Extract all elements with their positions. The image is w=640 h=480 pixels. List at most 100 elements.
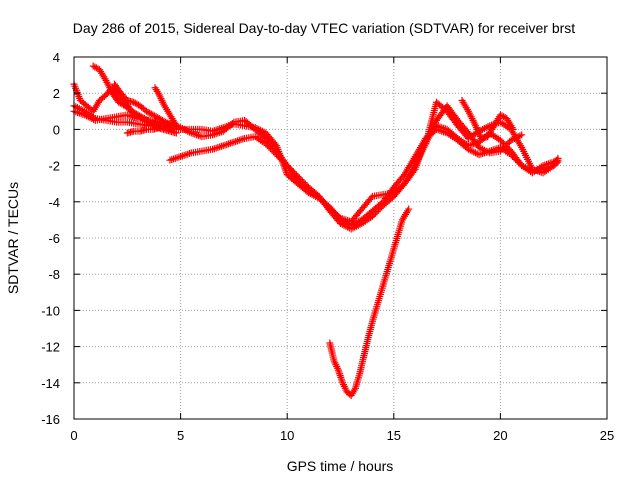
data-point <box>214 144 222 151</box>
y-tick-label: -8 <box>48 267 60 282</box>
y-tick-label: -10 <box>41 303 60 318</box>
data-point <box>269 148 277 156</box>
data-point <box>507 151 515 159</box>
data-point <box>510 154 518 162</box>
x-tick-labels: 0 5 10 15 20 25 <box>70 428 614 443</box>
chart-title: Day 286 of 2015, Sidereal Day-to-day VTE… <box>73 20 575 36</box>
data-point <box>155 124 163 132</box>
data-point <box>504 139 512 147</box>
data-point <box>498 146 506 154</box>
x-tick-label: 10 <box>280 428 294 443</box>
data-point <box>228 119 236 127</box>
series-8 <box>123 124 163 137</box>
data-point <box>509 125 517 133</box>
data-point <box>499 144 507 152</box>
y-tick-label: -6 <box>48 231 60 246</box>
data-point <box>274 152 282 160</box>
data-points <box>70 62 562 399</box>
data-point <box>182 151 190 159</box>
y-tick-labels: 4 2 0 -2 -4 -6 -8 -10 -12 -14 -16 <box>41 50 60 427</box>
data-point <box>166 121 174 129</box>
data-point <box>501 142 509 150</box>
data-point <box>180 151 188 159</box>
series-6 <box>111 80 176 130</box>
data-point <box>279 157 287 165</box>
data-point <box>228 139 236 147</box>
series-7 <box>151 84 180 130</box>
y-axis-label: SDTVAR / TECUs <box>5 182 21 294</box>
data-point <box>171 154 179 162</box>
data-point <box>225 140 233 148</box>
x-tick-label: 15 <box>387 428 401 443</box>
data-point <box>515 158 523 166</box>
data-point <box>118 100 126 108</box>
data-point <box>168 156 176 164</box>
data-point <box>232 137 240 145</box>
y-tick-label: 4 <box>53 50 60 65</box>
data-point <box>169 155 177 163</box>
data-point <box>219 142 227 150</box>
data-point <box>173 154 181 162</box>
data-point <box>518 131 526 139</box>
data-point <box>317 196 325 204</box>
data-point <box>166 156 174 164</box>
data-point <box>273 151 281 159</box>
series-3 <box>166 125 562 226</box>
data-point <box>336 372 344 380</box>
data-point <box>268 146 276 154</box>
data-point <box>323 202 331 210</box>
y-tick-label: -14 <box>41 376 60 391</box>
tick-marks <box>73 56 608 420</box>
x-tick-label: 25 <box>600 428 614 443</box>
data-point <box>502 141 510 149</box>
data-point <box>318 197 326 205</box>
data-point <box>193 131 201 139</box>
data-point <box>212 144 220 152</box>
data-point <box>553 159 561 167</box>
data-point <box>554 158 562 166</box>
data-point <box>315 194 323 202</box>
data-point <box>375 206 383 214</box>
data-point <box>498 138 506 146</box>
data-point <box>376 205 384 213</box>
data-point <box>373 208 381 216</box>
data-point <box>277 155 285 163</box>
data-point <box>410 167 418 175</box>
x-tick-label: 0 <box>70 428 77 443</box>
data-point <box>265 143 273 151</box>
y-tick-label: 0 <box>53 122 60 137</box>
data-point <box>175 153 183 161</box>
y-tick-label: -12 <box>41 340 60 355</box>
data-point <box>184 150 192 158</box>
data-point <box>223 140 231 148</box>
y-tick-label: -16 <box>41 412 60 427</box>
data-point <box>276 154 284 162</box>
x-axis-label: GPS time / hours <box>287 458 394 474</box>
data-point <box>405 205 413 213</box>
data-point <box>262 140 270 148</box>
data-point <box>239 135 247 143</box>
data-point <box>337 373 345 381</box>
data-point <box>496 136 504 144</box>
x-tick-label: 20 <box>493 428 507 443</box>
data-point <box>185 150 193 158</box>
data-point <box>172 122 180 130</box>
grid-lines <box>74 57 607 419</box>
y-tick-label: 2 <box>53 86 60 101</box>
data-point <box>226 139 234 147</box>
data-point <box>368 212 376 220</box>
y-tick-label: -2 <box>48 159 60 174</box>
series-10 <box>458 96 517 142</box>
data-point <box>496 147 504 155</box>
data-point <box>230 138 238 146</box>
y-tick-label: -4 <box>48 195 60 210</box>
data-point <box>235 136 243 144</box>
data-point <box>92 64 100 72</box>
data-point <box>194 131 202 139</box>
data-point <box>512 155 520 163</box>
data-point <box>372 209 380 217</box>
data-point <box>263 141 271 149</box>
series-5 <box>89 62 180 137</box>
data-point <box>370 211 378 219</box>
